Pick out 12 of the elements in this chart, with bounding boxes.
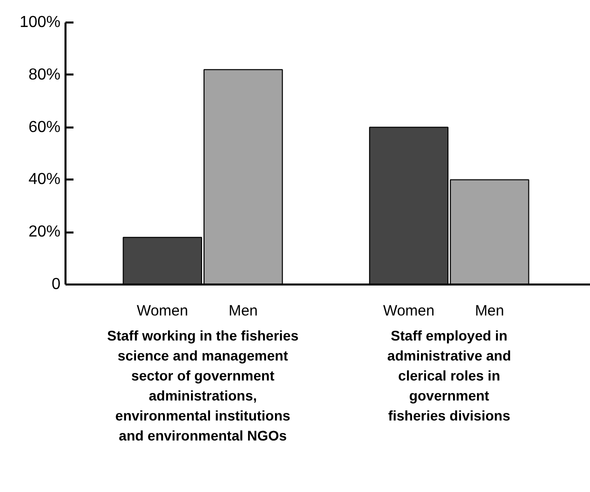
x-tick-label: Men — [228, 302, 258, 320]
x-tick-label: Women — [136, 302, 188, 320]
y-tick-label: 0 — [52, 276, 61, 293]
y-tick-label: 20% — [28, 224, 61, 241]
y-tick-label: 100% — [20, 14, 60, 31]
y-tick-label: 80% — [28, 66, 61, 84]
y-tick-label: 40% — [28, 171, 61, 188]
x-tick-label: Men — [474, 302, 504, 320]
x-tick-label: Women — [383, 302, 434, 320]
text: Staff employed in administrative and clerical roles in government fisheries divisions — [387, 328, 512, 424]
y-tick-label: 60% — [28, 118, 61, 136]
text: Staff working in the fisheries science and management sector of government administrations, environmental institutions and environmental NGOs — [107, 328, 299, 444]
